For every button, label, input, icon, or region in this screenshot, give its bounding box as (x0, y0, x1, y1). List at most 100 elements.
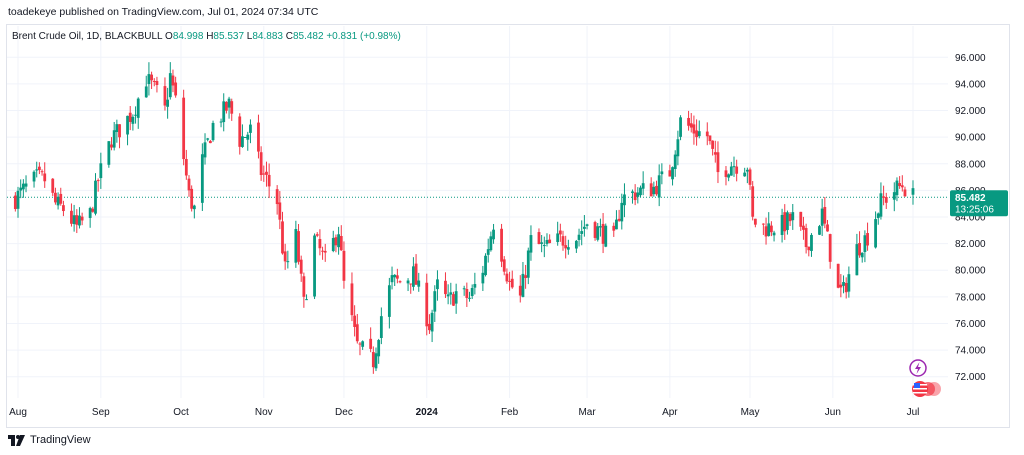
candle-up (842, 282, 845, 286)
candle-down (564, 245, 568, 249)
candle-up (729, 166, 733, 176)
footer-brand[interactable]: TradingView (8, 434, 91, 446)
candle-up (88, 208, 92, 218)
candle-up (144, 86, 148, 98)
candle-down (724, 170, 728, 177)
candle-up (484, 255, 487, 276)
candle-down (318, 238, 322, 249)
candle-down (54, 192, 57, 203)
x-tick-label: Apr (662, 407, 678, 418)
candle-up (436, 279, 439, 290)
candle-down (257, 122, 260, 152)
candle-down (695, 130, 698, 138)
candle-up (433, 291, 437, 312)
candle-up (577, 234, 581, 240)
candle-up (390, 275, 394, 283)
candle-down (369, 338, 373, 349)
candle-down (353, 315, 357, 327)
candle-up (211, 122, 215, 141)
candle-down (452, 294, 455, 306)
candle-up (126, 115, 129, 135)
candle-down (281, 221, 284, 254)
candle-down (265, 171, 268, 175)
candle-up (227, 98, 231, 108)
y-tick-label: 84.000 (955, 213, 986, 224)
candle-down (903, 189, 907, 197)
candle-up (489, 236, 493, 251)
candle-up (623, 194, 626, 206)
candle-up (636, 192, 640, 197)
y-tick-label: 78.000 (955, 292, 986, 303)
candle-up (99, 163, 103, 179)
candle-down (828, 234, 832, 262)
candle-up (860, 252, 864, 258)
lightning-icon[interactable] (909, 359, 927, 377)
open-value: 84.998 (172, 31, 204, 42)
candle-down (788, 213, 792, 222)
candle-down (753, 218, 757, 225)
candle-up (745, 169, 749, 172)
candle-down (182, 97, 186, 160)
candle-up (94, 180, 97, 214)
candle-down (844, 282, 848, 293)
candle-down (118, 124, 121, 138)
candle-down (398, 281, 402, 283)
candle-up (542, 245, 546, 247)
candle-up (192, 205, 196, 210)
candle-down (91, 208, 95, 212)
candle-down (537, 232, 541, 245)
candle-up (676, 139, 680, 157)
candle-down (561, 236, 565, 246)
high-value: 85.537 (213, 31, 245, 42)
candle-down (275, 189, 279, 205)
candle-up (449, 292, 453, 295)
last-price-tag-bg (950, 190, 1008, 217)
candle-up (791, 212, 795, 221)
candle-up (580, 231, 584, 234)
candle-up (222, 101, 226, 123)
candle-up (115, 124, 119, 133)
candle-up (486, 249, 490, 255)
candle-down (184, 159, 188, 176)
y-tick-label: 82.000 (955, 239, 986, 250)
open-label: O (165, 31, 173, 42)
candle-down (508, 280, 511, 282)
candle-up (566, 247, 570, 250)
candle-up (615, 219, 618, 230)
candle-up (585, 224, 589, 226)
change-value: +0.831 (+0.98%) (326, 31, 401, 42)
us-flag-icon[interactable] (912, 381, 941, 397)
candle-down (230, 101, 234, 114)
candle-down (465, 289, 469, 298)
candle-up (243, 137, 247, 139)
candle-down (75, 215, 79, 225)
candle-down (428, 323, 431, 331)
candle-down (40, 171, 44, 173)
candle-down (500, 228, 503, 262)
candle-down (155, 81, 159, 85)
candle-up (147, 74, 151, 85)
candle-down (51, 178, 55, 193)
candle-up (107, 141, 111, 165)
candle-down (735, 166, 739, 174)
candle-down (687, 117, 690, 126)
candle-down (43, 173, 47, 182)
y-tick-label: 88.000 (955, 159, 986, 170)
candle-down (302, 276, 306, 297)
candle-down (783, 212, 787, 232)
candle-down (208, 140, 212, 144)
candle-up (473, 284, 477, 288)
brand-name: TradingView (30, 434, 91, 446)
bar-countdown: 13:25:06 (955, 204, 994, 215)
candle-down (823, 206, 827, 224)
candle-up (35, 169, 39, 171)
candle-down (414, 263, 418, 285)
candle-down (187, 178, 191, 191)
candle-down (884, 197, 888, 203)
publisher-line: toadekeye published on TradingView.com, … (8, 6, 319, 18)
candle-down (708, 135, 712, 142)
candle-down (524, 275, 528, 279)
candle-up (313, 235, 316, 297)
candle-down (409, 283, 413, 285)
